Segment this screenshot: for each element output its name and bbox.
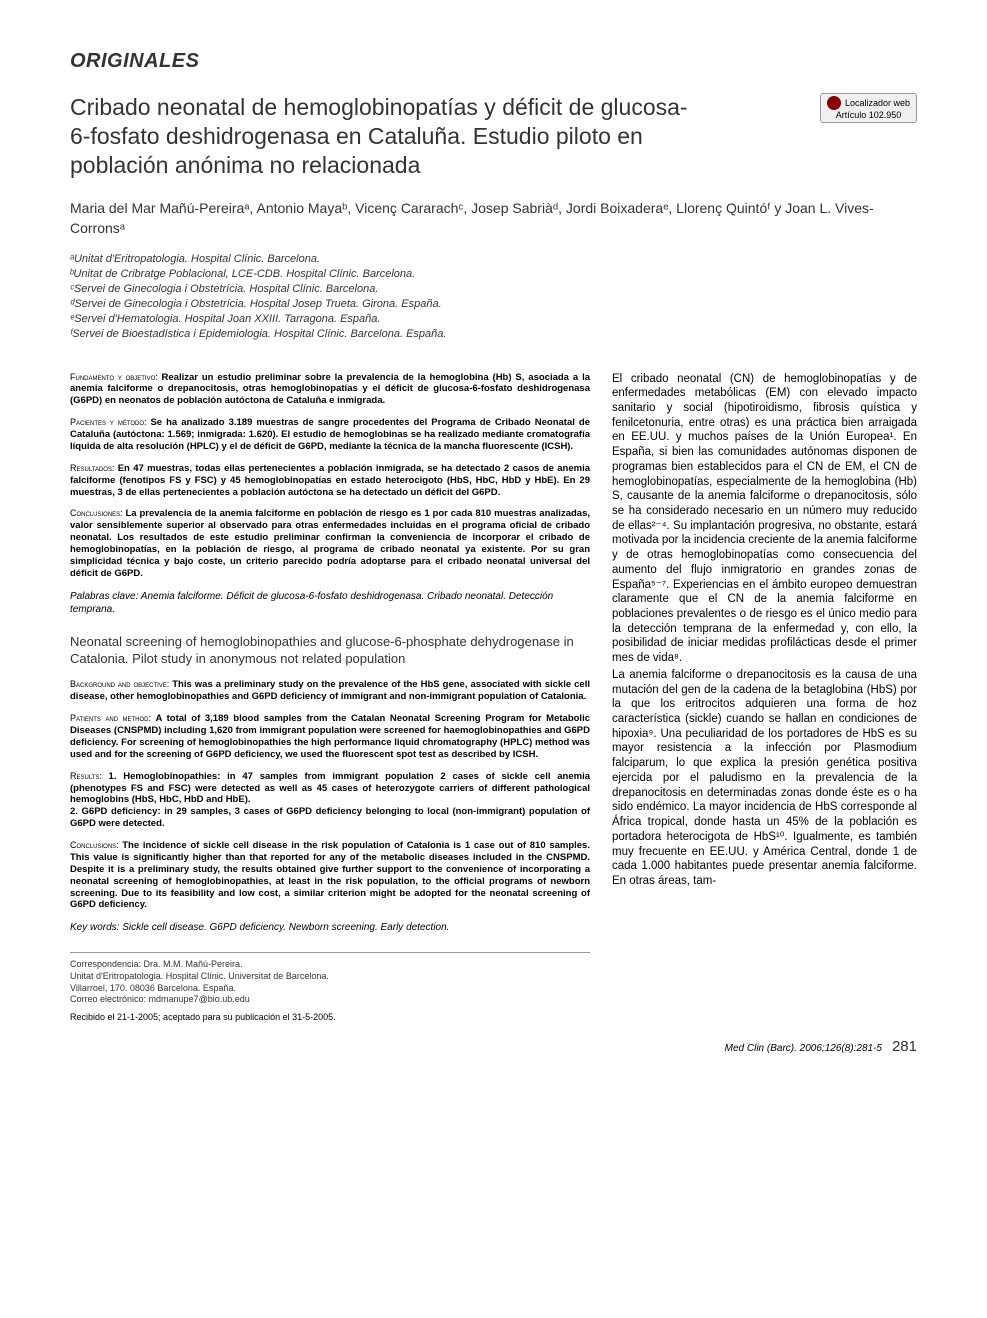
abstract-label: Conclusiones: bbox=[70, 508, 125, 518]
footer-page-number: 281 bbox=[892, 1038, 917, 1055]
abstract-label: Patients and method: bbox=[70, 713, 156, 723]
footer-citation: Med Clin (Barc). 2006;126(8):281-5 bbox=[725, 1043, 882, 1054]
keywords-label: Palabras clave: bbox=[70, 591, 141, 602]
abstract-en-patients: Patients and method: A total of 3,189 bl… bbox=[70, 713, 590, 761]
abstract-text: 1. Hemoglobinopathies: in 47 samples fro… bbox=[70, 771, 590, 830]
abstract-label: Fundamento y objetivo: bbox=[70, 372, 162, 382]
affiliation-line: ᶜServei de Ginecologia i Obstetrícia. Ho… bbox=[70, 282, 917, 297]
affiliation-line: ᵇUnitat de Cribratge Poblacional, LCE-CD… bbox=[70, 267, 917, 282]
correspondence-line: Correspondencia: Dra. M.M. Mañú-Pereira. bbox=[70, 959, 590, 971]
english-title: Neonatal screening of hemoglobinopathies… bbox=[70, 634, 590, 668]
abstract-label: Pacientes y método: bbox=[70, 417, 150, 427]
abstract-en-background: Background and objective: This was a pre… bbox=[70, 679, 590, 703]
abstract-es-conclusiones: Conclusiones: La prevalencia de la anemi… bbox=[70, 508, 590, 579]
intro-paragraph-1: El cribado neonatal (CN) de hemoglobinop… bbox=[612, 372, 917, 666]
section-header: ORIGINALES bbox=[70, 50, 917, 73]
affiliations: ᵃUnitat d'Eritropatologia. Hospital Clín… bbox=[70, 252, 917, 341]
abstract-en-results: Results: 1. Hemoglobinopathies: in 47 sa… bbox=[70, 771, 590, 830]
abstract-label: Background and objective: bbox=[70, 679, 172, 689]
abstract-label: Resultados: bbox=[70, 463, 118, 473]
abstract-label: Conclusions: bbox=[70, 840, 122, 850]
abstract-text: En 47 muestras, todas ellas pertenecient… bbox=[70, 463, 590, 498]
keywords-text: Anemia falciforme. Déficit de glucosa-6-… bbox=[70, 591, 553, 615]
authors: Maria del Mar Mañú-Pereiraᵃ, Antonio May… bbox=[70, 199, 917, 238]
web-locator-article: Artículo 102.950 bbox=[836, 110, 902, 120]
received-date: Recibido el 21-1-2005; aceptado para su … bbox=[70, 1012, 590, 1022]
affiliation-line: ᵈServei de Ginecologia i Obstetrícia. Ho… bbox=[70, 297, 917, 312]
divider bbox=[70, 952, 590, 953]
web-locator-label: Localizador web bbox=[845, 98, 910, 108]
keywords-en: Key words: Sickle cell disease. G6PD def… bbox=[70, 921, 590, 934]
correspondence-line: Correo electrónico: mdmanupe7@bio.ub.edu bbox=[70, 994, 590, 1006]
article-title: Cribado neonatal de hemoglobinopatías y … bbox=[70, 93, 690, 179]
keywords-es: Palabras clave: Anemia falciforme. Défic… bbox=[70, 590, 590, 616]
page-footer: Med Clin (Barc). 2006;126(8):281-5 281 bbox=[70, 1038, 917, 1055]
abstract-label: Results: bbox=[70, 771, 109, 781]
correspondence: Correspondencia: Dra. M.M. Mañú-Pereira.… bbox=[70, 959, 590, 1006]
content-columns: Fundamento y objetivo: Realizar un estud… bbox=[70, 372, 917, 1023]
left-column: Fundamento y objetivo: Realizar un estud… bbox=[70, 372, 590, 1023]
abstract-text: The incidence of sickle cell disease in … bbox=[70, 840, 590, 910]
intro-paragraph-2: La anemia falciforme o drepanocitosis es… bbox=[612, 668, 917, 889]
affiliation-line: ᶠServei de Bioestadística i Epidemiologi… bbox=[70, 327, 917, 342]
right-column: El cribado neonatal (CN) de hemoglobinop… bbox=[612, 372, 917, 1023]
affiliation-line: ᵃUnitat d'Eritropatologia. Hospital Clín… bbox=[70, 252, 917, 267]
abstract-es-fundamento: Fundamento y objetivo: Realizar un estud… bbox=[70, 372, 590, 408]
abstract-es-resultados: Resultados: En 47 muestras, todas ellas … bbox=[70, 463, 590, 499]
abstract-en-conclusions: Conclusions: The incidence of sickle cel… bbox=[70, 840, 590, 911]
web-locator-badge: Localizador web Artículo 102.950 bbox=[820, 93, 917, 123]
keywords-text: Sickle cell disease. G6PD deficiency. Ne… bbox=[122, 922, 449, 933]
abstract-text: La prevalencia de la anemia falciforme e… bbox=[70, 508, 590, 578]
web-locator-icon bbox=[827, 96, 841, 110]
abstract-es-pacientes: Pacientes y método: Se ha analizado 3.18… bbox=[70, 417, 590, 453]
keywords-label: Key words: bbox=[70, 922, 122, 933]
correspondence-line: Villarroel, 170. 08036 Barcelona. España… bbox=[70, 983, 590, 995]
title-row: Cribado neonatal de hemoglobinopatías y … bbox=[70, 93, 917, 179]
correspondence-line: Unitat d'Eritropatologia. Hospital Clíni… bbox=[70, 971, 590, 983]
affiliation-line: ᵉServei d'Hematologia. Hospital Joan XXI… bbox=[70, 312, 917, 327]
